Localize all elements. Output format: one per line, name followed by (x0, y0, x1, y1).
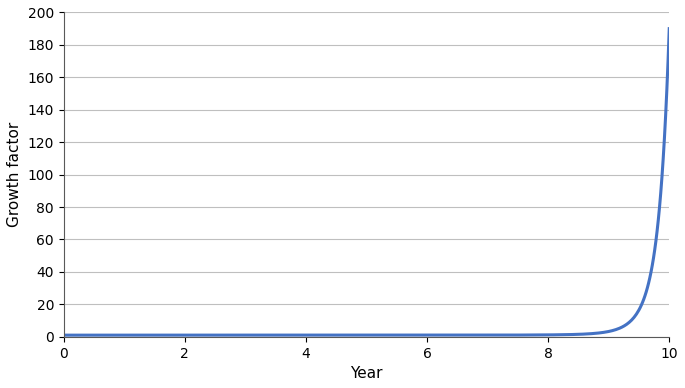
X-axis label: Year: Year (350, 366, 383, 381)
Y-axis label: Growth factor: Growth factor (7, 122, 22, 227)
